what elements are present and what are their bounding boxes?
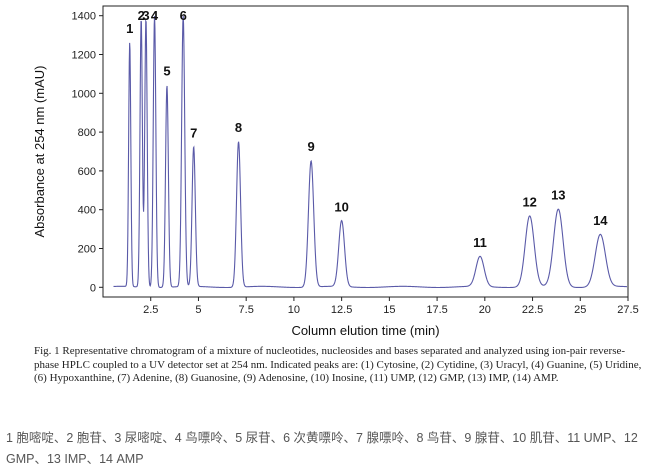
x-tick-label: 7.5 <box>239 304 254 316</box>
y-tick-label: 800 <box>78 127 96 139</box>
peak-label: 10 <box>334 199 348 214</box>
peak-label: 14 <box>593 213 608 228</box>
x-tick-label: 20 <box>479 304 491 316</box>
y-tick-label: 400 <box>78 205 96 217</box>
peak-label: 7 <box>190 126 197 141</box>
y-tick-label: 200 <box>78 244 96 256</box>
peak-label: 9 <box>307 139 314 154</box>
peak-label: 1 <box>126 21 133 36</box>
peak-label: 12 <box>522 194 536 209</box>
figure-caption: Fig. 1 Representative chromatogram of a … <box>34 345 642 385</box>
peak-label: 5 <box>163 64 170 79</box>
peak-label: 2 <box>138 8 145 23</box>
axes <box>102 5 629 298</box>
x-axis-label: Column elution time (min) <box>291 323 439 338</box>
x-tick-label: 10 <box>288 304 300 316</box>
y-tick-label: 0 <box>90 282 96 294</box>
y-tick-label: 1200 <box>72 50 96 62</box>
y-axis-label: Absorbance at 254 nm (mAU) <box>32 66 47 238</box>
x-tick-label: 2.5 <box>143 304 158 316</box>
peak-label: 11 <box>473 235 487 250</box>
chromatogram-trace <box>113 15 628 289</box>
y-tick-label: 1400 <box>72 11 96 23</box>
peak-label: 13 <box>551 188 565 203</box>
y-tick-label: 600 <box>78 166 96 178</box>
y-tick-label: 1000 <box>72 88 96 100</box>
peak-legend-note: 1 胞嘧啶、2 胞苷、3 尿嘧啶、4 鸟嘌呤、5 尿苷、6 次黄嘌呤、7 腺嘌呤… <box>6 431 638 466</box>
x-tick-label: 27.5 <box>617 304 638 316</box>
chromatogram-chart: 2.5 5 7.5 10 12.5 15 17.5 20 22.5 25 27.5020040060… <box>32 5 639 338</box>
peak-label: 8 <box>235 120 242 135</box>
peak-label: 4 <box>151 8 159 23</box>
x-tick-label: 25 <box>574 304 586 316</box>
x-tick-label: 22.5 <box>522 304 543 316</box>
tick-labels: 2.5 5 7.5 10 12.5 15 17.5 20 22.5 25 27.5020040060… <box>72 11 639 316</box>
x-tick-label: 17.5 <box>426 304 447 316</box>
peak-label: 3 <box>142 8 149 23</box>
plot-frame <box>102 5 629 298</box>
x-tick-label: 5 <box>195 304 201 316</box>
peak-label: 6 <box>180 8 187 23</box>
x-tick-label: 12.5 <box>331 304 352 316</box>
x-tick-label: 15 <box>383 304 395 316</box>
